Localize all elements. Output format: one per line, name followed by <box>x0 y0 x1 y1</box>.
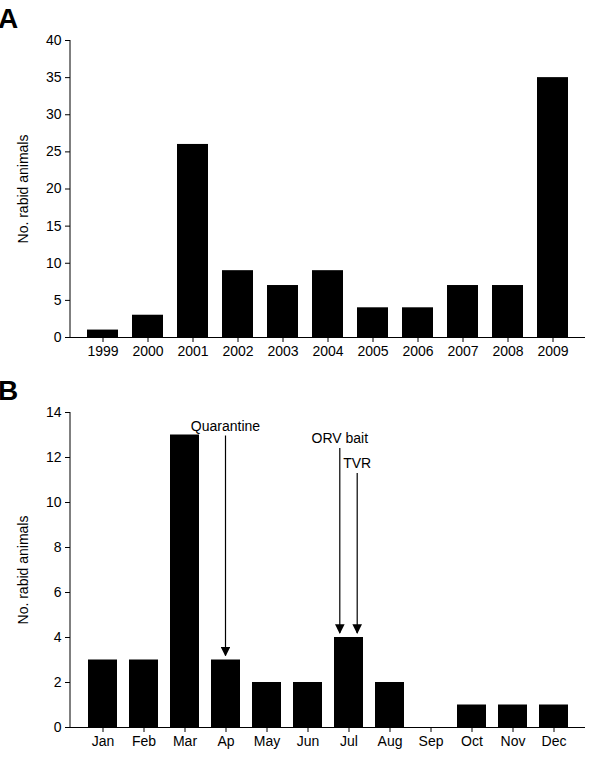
svg-text:10: 10 <box>46 494 62 510</box>
svg-text:Jun: Jun <box>297 733 320 749</box>
svg-text:Jan: Jan <box>92 733 115 749</box>
svg-text:10: 10 <box>46 255 62 271</box>
svg-text:8: 8 <box>54 539 62 555</box>
svg-text:Ap: Ap <box>217 733 234 749</box>
svg-text:30: 30 <box>46 106 62 122</box>
svg-text:14: 14 <box>46 404 62 420</box>
svg-text:Dec: Dec <box>542 733 567 749</box>
svg-text:Oct: Oct <box>461 733 483 749</box>
svg-text:Sep: Sep <box>419 733 444 749</box>
svg-text:Quarantine: Quarantine <box>191 418 260 434</box>
svg-text:2003: 2003 <box>267 343 298 359</box>
svg-text:25: 25 <box>46 143 62 159</box>
svg-text:20: 20 <box>46 180 62 196</box>
svg-text:B: B <box>0 375 18 406</box>
svg-text:0: 0 <box>54 329 62 345</box>
svg-text:2008: 2008 <box>492 343 523 359</box>
svg-text:2006: 2006 <box>402 343 433 359</box>
svg-text:ORV bait: ORV bait <box>312 430 369 446</box>
svg-text:4: 4 <box>54 629 62 645</box>
svg-text:2000: 2000 <box>132 343 163 359</box>
svg-text:No. rabid animals: No. rabid animals <box>15 135 31 244</box>
svg-text:2004: 2004 <box>312 343 343 359</box>
svg-text:2009: 2009 <box>537 343 568 359</box>
svg-text:0: 0 <box>54 719 62 735</box>
svg-text:5: 5 <box>54 292 62 308</box>
svg-text:No. rabid animals: No. rabid animals <box>15 516 31 625</box>
svg-text:40: 40 <box>46 32 62 48</box>
svg-text:May: May <box>254 733 280 749</box>
svg-text:15: 15 <box>46 218 62 234</box>
svg-text:2002: 2002 <box>222 343 253 359</box>
svg-text:12: 12 <box>46 449 62 465</box>
svg-text:Mar: Mar <box>173 733 197 749</box>
svg-text:2: 2 <box>54 674 62 690</box>
svg-text:6: 6 <box>54 584 62 600</box>
svg-text:Jul: Jul <box>340 733 358 749</box>
svg-text:A: A <box>0 3 18 34</box>
svg-text:TVR: TVR <box>343 455 371 471</box>
svg-text:Feb: Feb <box>132 733 156 749</box>
svg-text:2001: 2001 <box>177 343 208 359</box>
svg-text:Nov: Nov <box>501 733 526 749</box>
svg-text:Aug: Aug <box>378 733 403 749</box>
svg-text:2007: 2007 <box>447 343 478 359</box>
svg-text:35: 35 <box>46 69 62 85</box>
svg-text:2005: 2005 <box>357 343 388 359</box>
svg-text:1999: 1999 <box>87 343 118 359</box>
